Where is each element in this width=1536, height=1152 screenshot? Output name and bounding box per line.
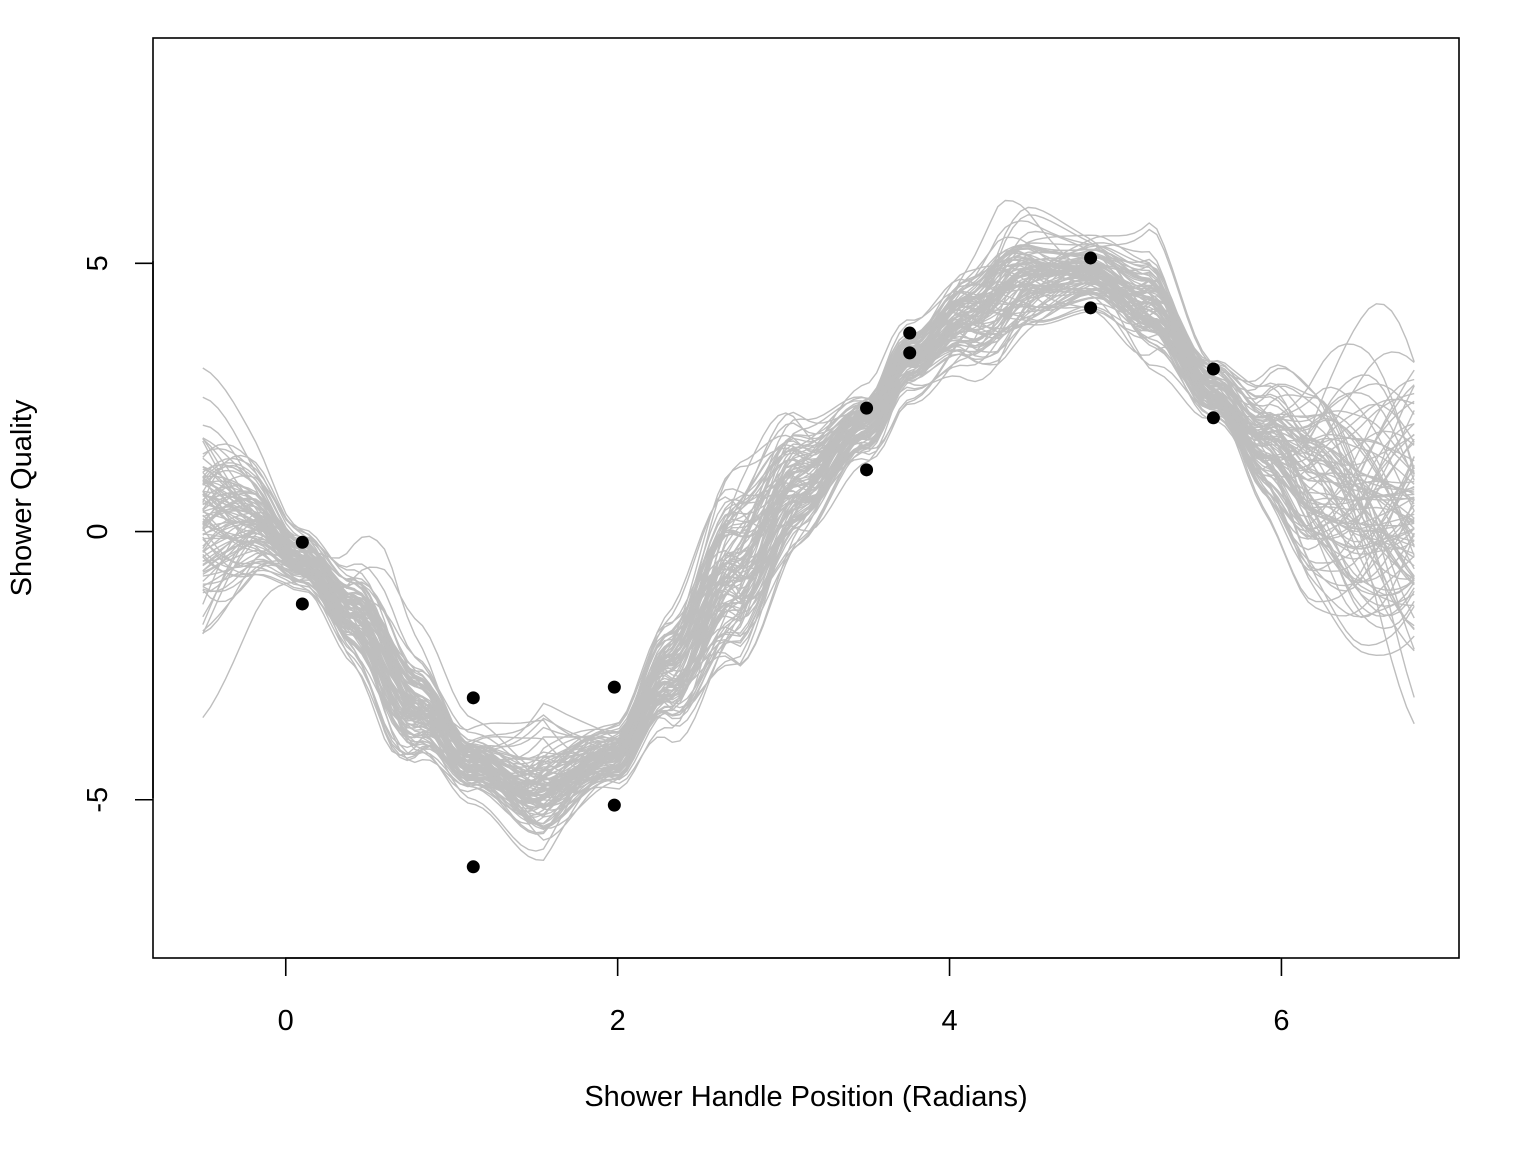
observed-point	[295, 597, 309, 611]
y-tick-label: 5	[82, 255, 114, 271]
observed-point	[466, 860, 480, 874]
x-tick-label: 4	[941, 1005, 957, 1037]
observed-point	[903, 326, 917, 340]
sample-curve	[202, 264, 1415, 829]
x-tick-label: 2	[610, 1005, 626, 1037]
observed-point	[1206, 411, 1220, 425]
observed-point	[860, 401, 874, 415]
observed-point	[1206, 362, 1220, 376]
observed-point	[1084, 301, 1098, 315]
sample-curve	[202, 262, 1415, 786]
sample-curve	[202, 280, 1415, 795]
sample-curve	[202, 287, 1415, 797]
sample-curve	[202, 257, 1415, 809]
sample-curve	[202, 265, 1415, 818]
x-axis-title: Shower Handle Position (Radians)	[584, 1081, 1027, 1113]
observed-point	[295, 535, 309, 549]
sample-curve	[202, 256, 1415, 796]
sample-curves	[202, 199, 1415, 862]
sample-curve	[202, 282, 1415, 794]
sample-curve	[202, 253, 1415, 800]
observed-point	[903, 346, 917, 360]
sample-curve	[202, 271, 1415, 800]
y-tick-label: 0	[82, 523, 114, 539]
observed-point	[607, 798, 621, 812]
sample-curve	[202, 258, 1415, 802]
sample-curve	[202, 257, 1415, 829]
observed-point	[860, 463, 874, 477]
sample-curve	[202, 252, 1415, 841]
sample-curve	[202, 289, 1415, 797]
sample-curve	[202, 267, 1415, 862]
sample-curve	[202, 280, 1415, 831]
observed-point	[1084, 251, 1098, 265]
sample-curve	[202, 264, 1415, 818]
observed-points	[295, 251, 1220, 874]
sample-curve	[202, 279, 1415, 827]
observed-point	[466, 691, 480, 705]
y-tick-label: -5	[82, 787, 114, 813]
x-axis: 0 2 4 6	[278, 957, 1290, 1037]
observed-point	[607, 680, 621, 694]
y-axis-title: Shower Quality	[6, 399, 38, 596]
sample-curve	[202, 206, 1415, 771]
sample-curve	[202, 245, 1415, 799]
sample-curve	[202, 280, 1415, 797]
x-tick-label: 0	[278, 1005, 294, 1037]
x-tick-label: 6	[1273, 1005, 1289, 1037]
sample-curve	[202, 244, 1415, 809]
sample-curve	[202, 264, 1415, 795]
sample-curve	[202, 269, 1415, 818]
sample-curve	[202, 275, 1415, 791]
sample-curve	[202, 280, 1415, 796]
y-axis: -5 0 5	[82, 255, 154, 813]
sample-curve	[202, 262, 1415, 852]
